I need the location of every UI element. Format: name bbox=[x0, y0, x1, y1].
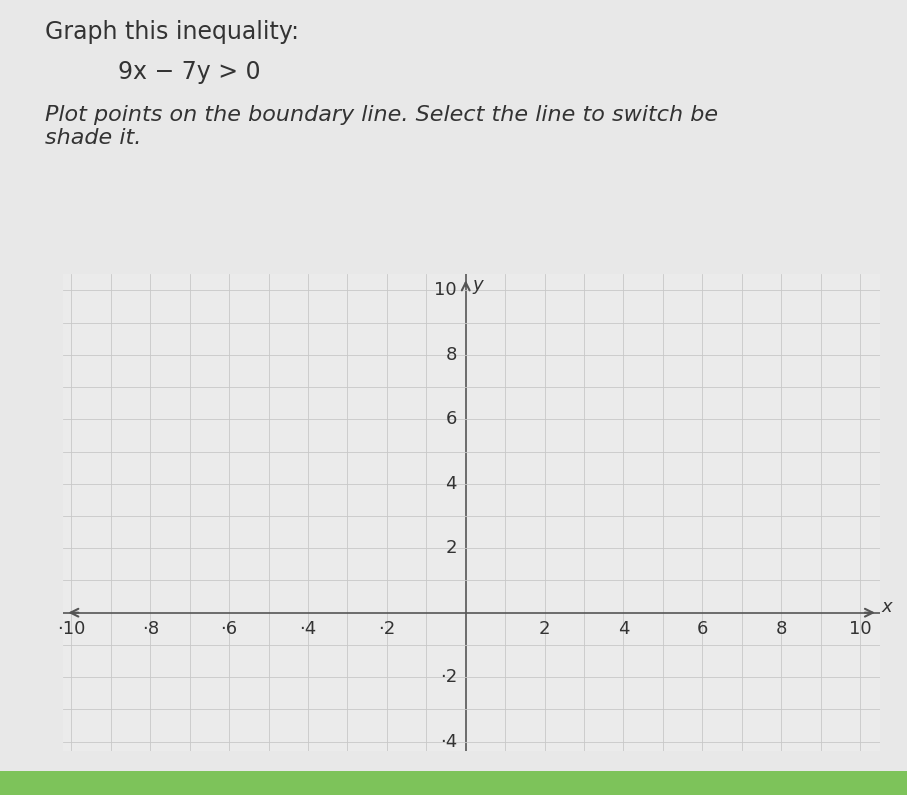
Text: x: x bbox=[882, 598, 892, 616]
Text: 4: 4 bbox=[445, 475, 457, 493]
Text: 2: 2 bbox=[445, 539, 457, 557]
Text: 10: 10 bbox=[434, 281, 457, 300]
Text: 2: 2 bbox=[539, 620, 551, 638]
Text: ·2: ·2 bbox=[440, 668, 457, 686]
Text: 6: 6 bbox=[445, 410, 457, 429]
Text: ·10: ·10 bbox=[57, 620, 85, 638]
Text: 10: 10 bbox=[849, 620, 872, 638]
Text: 6: 6 bbox=[697, 620, 708, 638]
Text: ·4: ·4 bbox=[299, 620, 317, 638]
Text: 9x − 7y > 0: 9x − 7y > 0 bbox=[118, 60, 260, 83]
Text: ·6: ·6 bbox=[220, 620, 238, 638]
Text: 4: 4 bbox=[618, 620, 629, 638]
Text: 8: 8 bbox=[445, 346, 457, 364]
Text: ·4: ·4 bbox=[440, 733, 457, 750]
Text: y: y bbox=[473, 276, 483, 294]
Text: Graph this inequality:: Graph this inequality: bbox=[45, 20, 299, 44]
Text: Plot points on the boundary line. Select the line to switch be
shade it.: Plot points on the boundary line. Select… bbox=[45, 105, 718, 148]
Text: ·8: ·8 bbox=[141, 620, 159, 638]
Text: 8: 8 bbox=[775, 620, 787, 638]
Text: ·2: ·2 bbox=[378, 620, 395, 638]
